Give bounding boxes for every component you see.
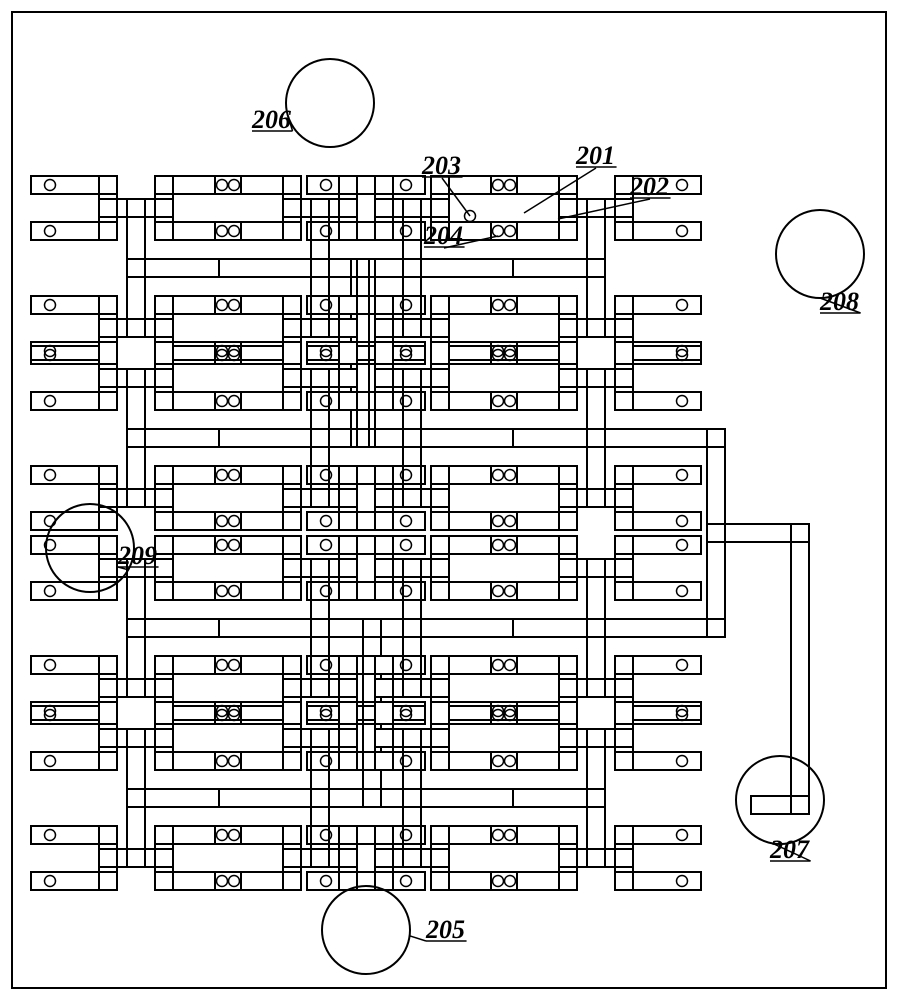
label-207: 207 — [769, 835, 811, 864]
big-pad-208 — [776, 210, 864, 298]
label-206: 206 — [251, 105, 293, 134]
svg-text:206: 206 — [251, 105, 291, 134]
label-209: 209 — [117, 541, 159, 570]
svg-text:204: 204 — [423, 221, 463, 250]
svg-text:209: 209 — [117, 541, 157, 570]
big-pad-205 — [322, 886, 410, 974]
svg-text:208: 208 — [819, 287, 859, 316]
big-pad-206 — [286, 59, 374, 147]
label-208: 208 — [819, 287, 861, 316]
label-205: 205 — [410, 915, 467, 944]
svg-text:205: 205 — [425, 915, 465, 944]
svg-text:207: 207 — [769, 835, 810, 864]
svg-text:202: 202 — [629, 172, 669, 201]
svg-text:203: 203 — [421, 151, 461, 180]
svg-text:201: 201 — [575, 141, 615, 170]
feed-network — [31, 176, 809, 890]
